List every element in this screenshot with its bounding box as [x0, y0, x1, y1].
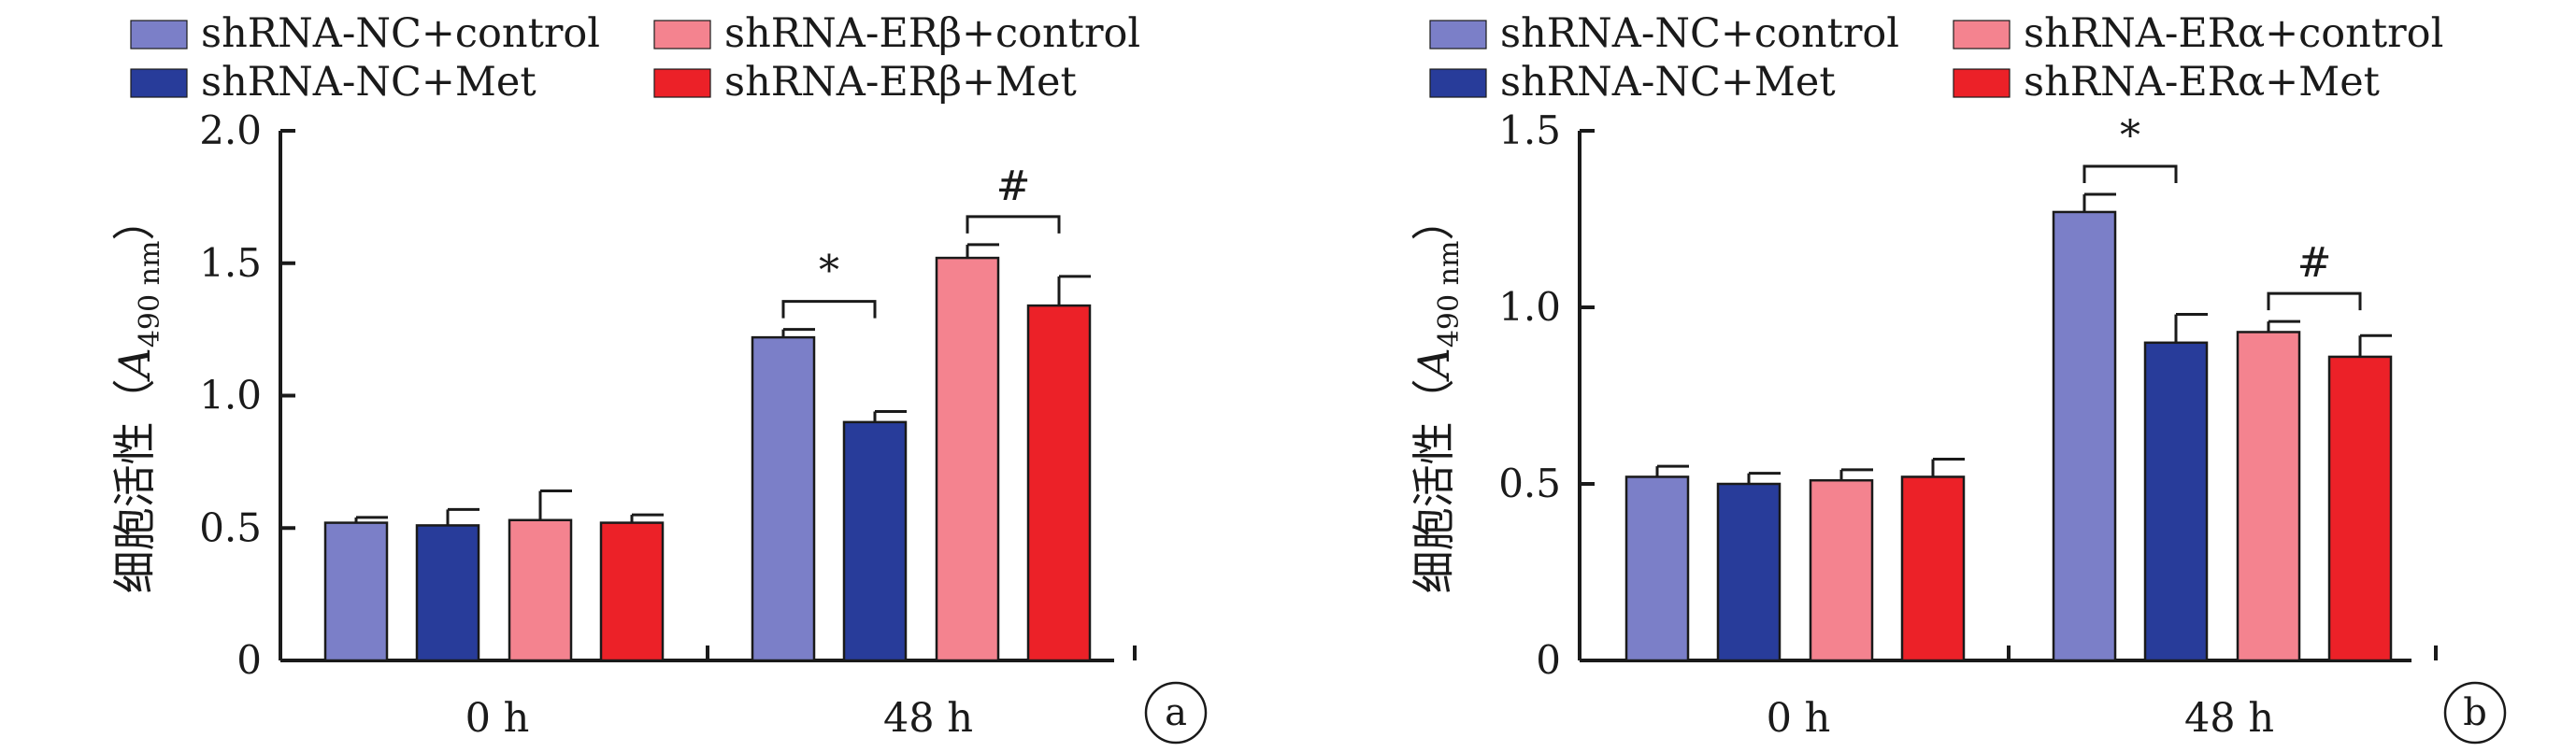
significance-marker: * [819, 248, 839, 295]
legend-swatch [653, 20, 711, 50]
legend-swatch [1953, 20, 2011, 50]
legend-swatch [1429, 68, 1487, 98]
y-tick-label: 0 [1536, 637, 1561, 683]
legend-swatch [130, 68, 188, 98]
legend-label: shRNA-ERα+Met [2024, 59, 2380, 106]
bar [415, 524, 480, 662]
y-tick-label: 0 [236, 637, 262, 683]
y-tick-label: 0.5 [1498, 461, 1561, 506]
y-tick-label: 0.5 [199, 504, 262, 550]
y-tick-label: 1.0 [199, 373, 262, 419]
x-tick-label: 48 h [883, 695, 973, 742]
y-axis-label: 细胞活性（A490 nm） [1409, 198, 1466, 594]
significance-bracket [2267, 291, 2362, 311]
bar [1026, 304, 1092, 662]
y-axis-label-sub: 490 nm [1433, 241, 1466, 348]
x-tick-label: 0 h [1767, 695, 1831, 742]
panel-label: a [1165, 691, 1187, 734]
y-axis-label-var: A [109, 348, 160, 382]
legend-label: shRNA-NC+Met [1500, 59, 1836, 106]
bar [1809, 478, 1874, 662]
bar [2052, 210, 2117, 662]
legend-label: shRNA-ERβ+control [724, 10, 1140, 57]
bar [842, 420, 908, 662]
y-axis-label-var: A [1409, 348, 1459, 382]
bar [2327, 355, 2393, 662]
y-axis-label-main: 细胞活性（ [1409, 378, 1459, 593]
legend-swatch [130, 20, 188, 50]
panel-label-circle [2443, 681, 2507, 745]
y-tick-label: 2.0 [199, 107, 262, 153]
y-axis-label-sub: 490 nm [134, 241, 166, 348]
legend-swatch [1953, 68, 2011, 98]
significance-bracket [2082, 164, 2178, 184]
significance-marker: # [2297, 239, 2332, 287]
legend-label: shRNA-ERα+control [2024, 10, 2443, 57]
panel-label: b [2463, 691, 2487, 734]
bar [323, 521, 389, 662]
legend-label: shRNA-NC+control [201, 10, 600, 57]
bar [1900, 475, 1966, 662]
significance-marker: # [996, 163, 1031, 210]
panel-label-circle [1144, 681, 1208, 745]
bar [599, 521, 665, 662]
legend-label: shRNA-ERβ+Met [724, 59, 1077, 106]
y-axis-label: 细胞活性（A490 nm） [109, 198, 166, 594]
legend-swatch [653, 68, 711, 98]
bar [508, 518, 573, 662]
legend-label: shRNA-NC+Met [201, 59, 537, 106]
bar [1716, 482, 1782, 662]
bar [2143, 341, 2209, 662]
significance-marker: * [2120, 112, 2140, 160]
y-axis-label-main: 细胞活性（ [109, 378, 160, 593]
legend-swatch [1429, 20, 1487, 50]
legend-label: shRNA-NC+control [1500, 10, 1899, 57]
significance-bracket [966, 215, 1061, 234]
bar [751, 335, 816, 662]
y-tick-label: 1.5 [199, 240, 262, 286]
bar [935, 256, 1000, 662]
x-tick-label: 0 h [465, 695, 530, 742]
bar [2236, 331, 2301, 662]
x-tick-label: 48 h [2184, 695, 2274, 742]
y-tick-label: 1.0 [1498, 284, 1561, 330]
bar [1624, 475, 1690, 662]
significance-bracket [781, 300, 877, 319]
y-tick-label: 1.5 [1498, 107, 1561, 153]
y-axis-label-close: ） [1409, 198, 1459, 241]
y-axis-label-close: ） [109, 198, 160, 241]
